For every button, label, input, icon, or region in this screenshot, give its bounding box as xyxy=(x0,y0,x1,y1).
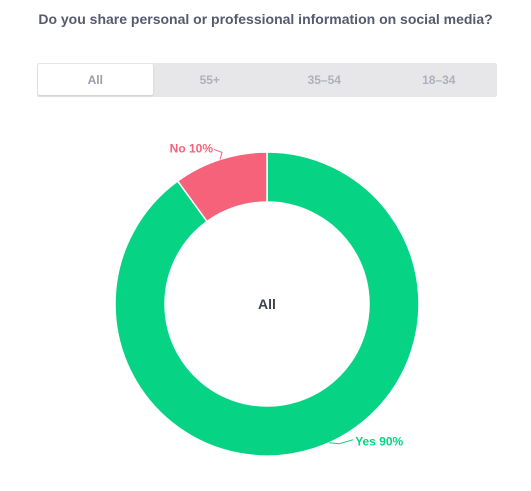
data-label-yes: Yes 90% xyxy=(355,435,403,449)
tab-all[interactable]: All xyxy=(38,64,153,95)
segment-tabs: All 55+ 35–54 18–34 xyxy=(37,63,497,97)
donut-slices xyxy=(114,151,420,457)
donut-labels: Yes 90% No 10% xyxy=(170,141,404,448)
donut-center-label: All xyxy=(258,296,276,312)
slice-no[interactable] xyxy=(176,151,268,223)
tab-55-plus[interactable]: 55+ xyxy=(199,72,220,87)
slice-yes[interactable] xyxy=(114,151,420,457)
leader-line-yes xyxy=(329,439,354,445)
tab-35-54[interactable]: 35–54 xyxy=(307,72,341,87)
tab-18-34[interactable]: 18–34 xyxy=(422,72,456,87)
data-label-no: No 10% xyxy=(170,141,214,155)
survey-question: Do you share personal or professional in… xyxy=(38,11,493,27)
leader-line-no xyxy=(213,148,223,160)
